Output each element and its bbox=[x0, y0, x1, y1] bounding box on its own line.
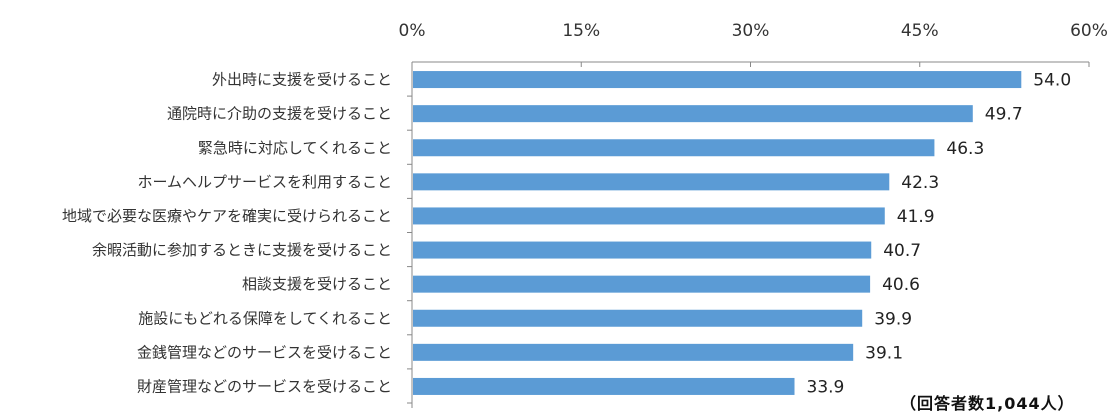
category-label: 余暇活動に参加するときに支援を受けること bbox=[92, 241, 392, 259]
category-label: 金銭管理などのサービスを受けること bbox=[137, 343, 392, 361]
x-tick-label: 0% bbox=[399, 21, 426, 41]
x-tick-label: 15% bbox=[562, 21, 600, 41]
chart-axis bbox=[407, 61, 1090, 408]
bar bbox=[413, 139, 935, 157]
value-label: 54.0 bbox=[1033, 71, 1071, 91]
category-label: 緊急時に対応してくれること bbox=[198, 139, 392, 157]
value-label: 40.7 bbox=[883, 241, 921, 261]
category-label: 相談支援を受けること bbox=[242, 275, 392, 293]
bar bbox=[413, 105, 973, 123]
value-label: 46.3 bbox=[946, 139, 984, 159]
bar bbox=[413, 275, 871, 293]
x-tick-label: 30% bbox=[732, 21, 770, 41]
chart-bars bbox=[413, 71, 1022, 395]
value-label: 49.7 bbox=[985, 105, 1023, 125]
value-label: 39.9 bbox=[874, 309, 912, 329]
category-label: 外出時に支援を受けること bbox=[212, 71, 392, 89]
category-label: 財産管理などのサービスを受けること bbox=[137, 377, 392, 395]
chart-value-labels: 54.0 49.746.3 42.3 41.9 40.7 40.6 39.9 39.1 33.9 bbox=[807, 71, 1072, 398]
bar bbox=[413, 207, 885, 225]
value-label: 33.9 bbox=[807, 377, 845, 397]
chart-category-labels: 外出時に支援を受けること通院時に介助の支援を受けること緊急時に対応してくれること… bbox=[62, 71, 392, 396]
bar bbox=[413, 377, 795, 395]
category-label: 施設にもどれる保障をしてくれること bbox=[138, 309, 392, 327]
category-label: 通院時に介助の支援を受けること bbox=[167, 105, 392, 123]
value-label: 39.1 bbox=[865, 343, 903, 363]
chart-tick-labels: 0% 15% 30% 45% 60% bbox=[399, 21, 1108, 41]
bar bbox=[413, 309, 863, 327]
x-tick-label: 60% bbox=[1070, 21, 1108, 41]
x-tick-label: 45% bbox=[901, 21, 939, 41]
category-label: ホームヘルプサービスを利用すること bbox=[137, 173, 392, 191]
value-label: 40.6 bbox=[882, 275, 920, 295]
bar bbox=[413, 343, 854, 361]
bar bbox=[413, 241, 872, 259]
category-label: 地域で必要な医療やケアを確実に受けられること bbox=[62, 207, 392, 225]
bar bbox=[413, 173, 890, 191]
value-label: 41.9 bbox=[897, 207, 935, 227]
value-label: 42.3 bbox=[901, 173, 939, 193]
respondent-count-note: （回答者数1,044人） bbox=[900, 394, 1075, 413]
bar bbox=[413, 71, 1022, 89]
